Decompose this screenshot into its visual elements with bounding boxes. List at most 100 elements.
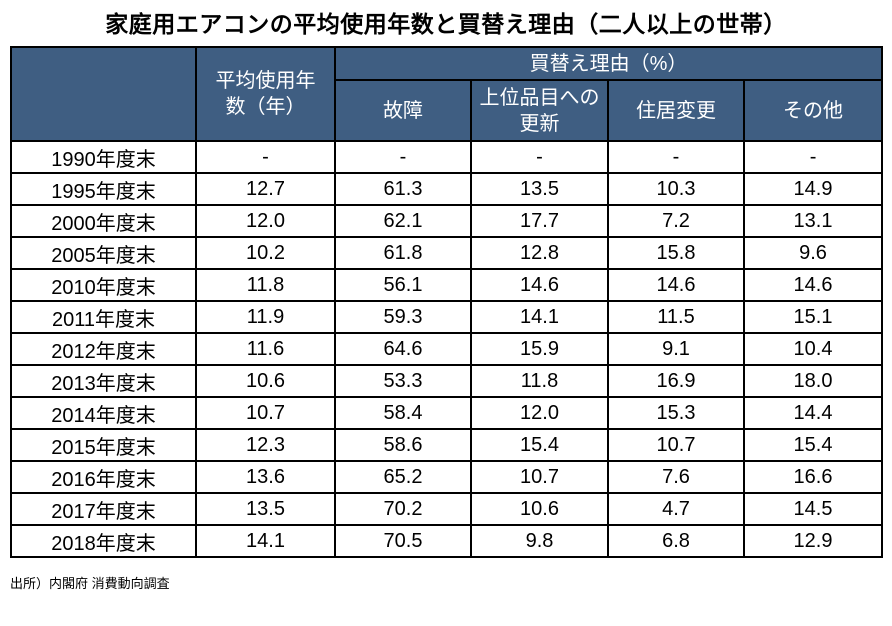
failure-cell: 58.6	[334, 428, 472, 462]
table-row: 2016年度末 13.6 65.2 10.7 7.6 16.6	[10, 460, 884, 494]
reason-subheader-other: その他	[742, 79, 884, 142]
avg-years-cell: 10.6	[195, 364, 336, 398]
avg-years-cell: -	[195, 140, 336, 174]
upgrade-cell: 10.7	[470, 460, 609, 494]
avg-years-cell: 11.9	[195, 300, 336, 334]
header-row-sub: 故障 上位品目への 更新 住居変更 その他	[11, 79, 884, 142]
other-cell: 9.6	[742, 236, 884, 270]
other-cell: 10.4	[742, 332, 884, 366]
table-row: 2012年度末 11.6 64.6 15.9 9.1 10.4	[10, 332, 884, 366]
avg-years-cell: 12.0	[195, 204, 336, 238]
year-cell: 2011年度末	[10, 300, 197, 334]
table-row: 2014年度末 10.7 58.4 12.0 15.3 14.4	[10, 396, 884, 430]
reason-subheader-moving: 住居変更	[607, 79, 745, 142]
failure-cell: 61.8	[334, 236, 472, 270]
moving-cell: -	[607, 140, 745, 174]
header-row-group: 平均使用年 数（年） 買替え理由（%）	[10, 46, 884, 142]
avg-years-cell: 14.1	[195, 524, 336, 558]
avg-years-cell: 10.7	[195, 396, 336, 430]
failure-cell: 59.3	[334, 300, 472, 334]
moving-cell: 16.9	[607, 364, 745, 398]
upgrade-cell: 17.7	[470, 204, 609, 238]
moving-cell: 10.3	[607, 172, 745, 206]
upgrade-cell: 14.6	[470, 268, 609, 302]
table-row: 1990年度末 - - - - -	[10, 140, 884, 174]
year-cell: 2016年度末	[10, 460, 197, 494]
moving-cell: 7.6	[607, 460, 745, 494]
upgrade-cell: 11.8	[470, 364, 609, 398]
upgrade-cell: 12.0	[470, 396, 609, 430]
table-row: 2011年度末 11.9 59.3 14.1 11.5 15.1	[10, 300, 884, 334]
year-cell: 2018年度末	[10, 524, 197, 558]
moving-cell: 9.1	[607, 332, 745, 366]
table-row: 2005年度末 10.2 61.8 12.8 15.8 9.6	[10, 236, 884, 270]
year-cell: 2017年度末	[10, 492, 197, 526]
year-cell: 2014年度末	[10, 396, 197, 430]
moving-cell: 15.8	[607, 236, 745, 270]
table-row: 2018年度末 14.1 70.5 9.8 6.8 12.9	[10, 524, 884, 558]
avg-years-cell: 11.6	[195, 332, 336, 366]
avg-years-cell: 11.8	[195, 268, 336, 302]
air-conditioner-table: 平均使用年 数（年） 買替え理由（%） 故障 上位品目への 更新 住居変更 その…	[10, 46, 884, 558]
avg-years-cell: 13.5	[195, 492, 336, 526]
reason-group-header-cell: 買替え理由（%）	[333, 46, 884, 81]
table-body: 1990年度末 - - - - - 1995年度末 12.7 61.3 13.5…	[10, 140, 884, 558]
table-row: 2013年度末 10.6 53.3 11.8 16.9 18.0	[10, 364, 884, 398]
avg-years-cell: 10.2	[195, 236, 336, 270]
moving-cell: 6.8	[607, 524, 745, 558]
upgrade-cell: 15.4	[470, 428, 609, 462]
year-cell: 1995年度末	[10, 172, 197, 206]
other-cell: 13.1	[742, 204, 884, 238]
other-cell: 14.9	[742, 172, 884, 206]
failure-cell: 58.4	[334, 396, 472, 430]
year-cell: 2000年度末	[10, 204, 197, 238]
failure-cell: 70.5	[334, 524, 472, 558]
corner-header-cell	[10, 46, 197, 142]
other-cell: 16.6	[742, 460, 884, 494]
failure-cell: 70.2	[334, 492, 472, 526]
moving-cell: 7.2	[607, 204, 745, 238]
table-row: 2000年度末 12.0 62.1 17.7 7.2 13.1	[10, 204, 884, 238]
other-cell: -	[742, 140, 884, 174]
reason-subheader-failure: 故障	[334, 79, 472, 142]
year-cell: 2015年度末	[10, 428, 197, 462]
upgrade-cell: -	[470, 140, 609, 174]
failure-cell: 64.6	[334, 332, 472, 366]
table-row: 1995年度末 12.7 61.3 13.5 10.3 14.9	[10, 172, 884, 206]
moving-cell: 15.3	[607, 396, 745, 430]
other-cell: 15.1	[742, 300, 884, 334]
other-cell: 15.4	[742, 428, 884, 462]
other-cell: 18.0	[742, 364, 884, 398]
failure-cell: -	[334, 140, 472, 174]
failure-cell: 61.3	[334, 172, 472, 206]
failure-cell: 65.2	[334, 460, 472, 494]
moving-cell: 4.7	[607, 492, 745, 526]
table-row: 2015年度末 12.3 58.6 15.4 10.7 15.4	[10, 428, 884, 462]
source-note: 出所）内閣府 消費動向調査	[10, 576, 170, 591]
other-cell: 14.5	[742, 492, 884, 526]
moving-cell: 11.5	[607, 300, 745, 334]
year-cell: 2005年度末	[10, 236, 197, 270]
table-row: 2017年度末 13.5 70.2 10.6 4.7 14.5	[10, 492, 884, 526]
reason-subheader-upgrade: 上位品目への 更新	[470, 79, 609, 142]
year-cell: 2012年度末	[10, 332, 197, 366]
moving-cell: 14.6	[607, 268, 745, 302]
moving-cell: 10.7	[607, 428, 745, 462]
page-title: 家庭用エアコンの平均使用年数と買替え理由（二人以上の世帯）	[105, 11, 787, 37]
upgrade-cell: 9.8	[470, 524, 609, 558]
other-cell: 14.4	[742, 396, 884, 430]
year-cell: 2013年度末	[10, 364, 197, 398]
year-cell: 2010年度末	[10, 268, 197, 302]
upgrade-cell: 14.1	[470, 300, 609, 334]
failure-cell: 53.3	[334, 364, 472, 398]
failure-cell: 62.1	[334, 204, 472, 238]
table-header: 平均使用年 数（年） 買替え理由（%） 故障 上位品目への 更新 住居変更 その…	[10, 46, 884, 142]
table-row: 2010年度末 11.8 56.1 14.6 14.6 14.6	[10, 268, 884, 302]
avg-years-header-cell: 平均使用年 数（年）	[195, 46, 336, 142]
avg-years-cell: 12.7	[195, 172, 336, 206]
upgrade-cell: 13.5	[470, 172, 609, 206]
failure-cell: 56.1	[334, 268, 472, 302]
upgrade-cell: 10.6	[470, 492, 609, 526]
avg-years-cell: 13.6	[195, 460, 336, 494]
